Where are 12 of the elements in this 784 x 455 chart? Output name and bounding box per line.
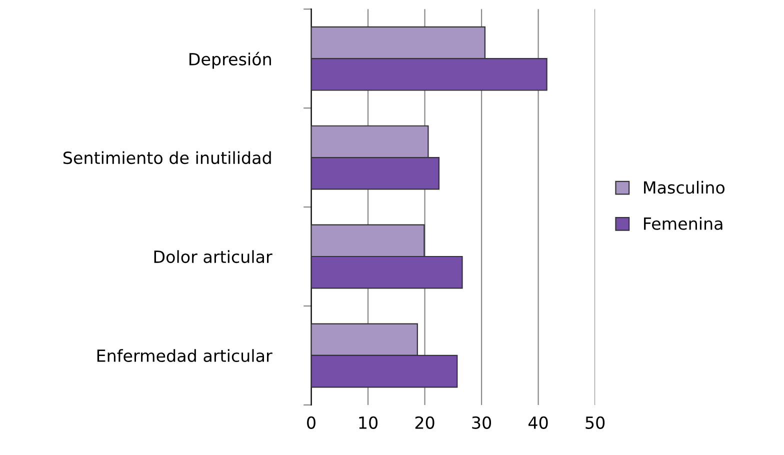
legend-label: Masculino [644, 180, 725, 194]
x-tick-label: 30 [472, 416, 492, 429]
x-tick-label: 0 [307, 416, 316, 429]
y-tick-label: Dolor articular [154, 250, 272, 264]
y-tick-label: Sentimiento de inutilidad [63, 151, 271, 164]
x-tick-label: 40 [528, 416, 548, 429]
x-tick-label: 50 [586, 416, 605, 429]
y-tick-label: Depresión [190, 52, 271, 69]
y-tick-label: Enfermedad articular [97, 349, 272, 362]
x-tick-label: 10 [359, 416, 378, 429]
legend-label: Femenina [644, 217, 722, 230]
x-tick-label: 20 [415, 416, 434, 429]
